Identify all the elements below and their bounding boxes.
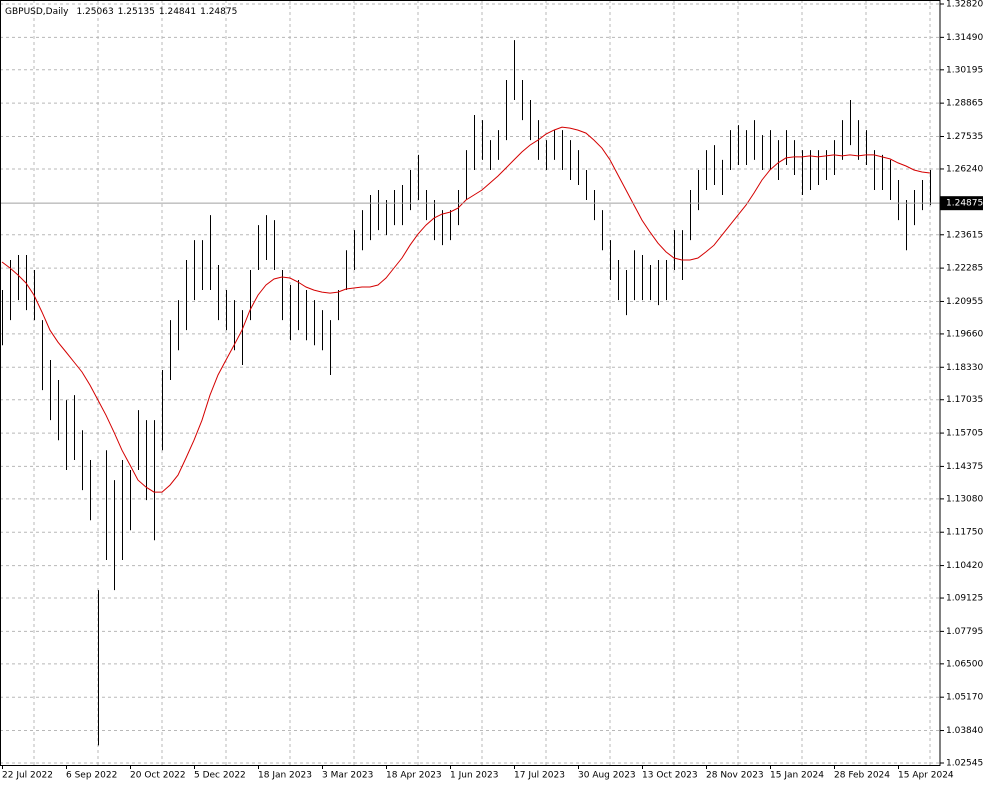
y-tick-label: 1.15705 — [946, 429, 983, 439]
x-tick-label: 1 Jun 2023 — [450, 771, 498, 781]
y-tick-label: 1.31490 — [946, 33, 983, 43]
y-tick-label: 1.28865 — [946, 99, 983, 109]
y-tick-label: 1.23615 — [946, 230, 983, 240]
header: GBPUSD,Daily 1.25063 1.25135 1.24841 1.24875 — [5, 7, 237, 17]
x-tick-label: 13 Oct 2023 — [642, 771, 698, 781]
y-tick-label: 1.17035 — [946, 395, 983, 405]
y-tick-label: 1.09125 — [946, 594, 983, 604]
y-tick-label: 1.02545 — [946, 759, 983, 769]
y-tick-label: 1.19660 — [946, 329, 983, 339]
y-tick-label: 1.22285 — [946, 264, 983, 274]
y-tick-label: 1.27535 — [946, 132, 983, 142]
y-tick-label: 1.30195 — [946, 65, 983, 75]
y-tick-label: 1.06500 — [946, 659, 983, 669]
y-tick-label: 1.05170 — [946, 693, 983, 703]
close-value: 1.24875 — [200, 7, 237, 17]
moving-average — [1, 126, 931, 493]
y-tick-label: 1.11750 — [946, 528, 983, 538]
symbol: GBPUSD,Daily — [5, 7, 69, 17]
x-tick-label: 15 Jan 2024 — [770, 771, 824, 781]
x-tick-label: 6 Sep 2022 — [66, 771, 117, 781]
current-price-box — [940, 196, 983, 211]
x-tick-label: 15 Apr 2024 — [898, 771, 954, 781]
low-value: 1.24841 — [159, 7, 196, 17]
x-tick-label: 28 Feb 2024 — [834, 771, 890, 781]
y-tick-label: 1.03840 — [946, 726, 983, 736]
y-tick-label: 1.07795 — [946, 627, 983, 637]
plot-frame — [0, 0, 941, 766]
x-tick-label: 5 Dec 2022 — [194, 771, 246, 781]
y-tick-label: 1.14375 — [946, 462, 983, 472]
y-tick-label: 1.26240 — [946, 164, 983, 174]
x-tick-label: 18 Jan 2023 — [258, 771, 312, 781]
x-tick-label: 3 Mar 2023 — [322, 771, 373, 781]
x-tick-label: 18 Apr 2023 — [386, 771, 442, 781]
x-tick-label: 17 Jul 2023 — [514, 771, 565, 781]
plot — [0, 40, 940, 746]
x-tick-label: 28 Nov 2023 — [706, 771, 764, 781]
x-tick-label: 22 Jul 2022 — [2, 771, 53, 781]
x-tick-label: 30 Aug 2023 — [578, 771, 636, 781]
open-value: 1.25063 — [76, 7, 113, 17]
current-price-label: 1.24875 — [946, 199, 983, 209]
high-value: 1.25135 — [118, 7, 155, 17]
y-tick-label: 1.13080 — [946, 494, 983, 504]
y-tick-label: 1.10420 — [946, 561, 983, 571]
x-tick-label: 20 Oct 2022 — [130, 771, 186, 781]
y-tick-label: 1.18330 — [946, 363, 983, 373]
y-tick-label: 1.32820 — [946, 0, 983, 10]
y-tick-label: 1.20955 — [946, 297, 983, 307]
